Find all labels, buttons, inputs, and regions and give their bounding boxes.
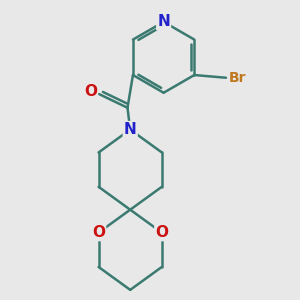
Text: N: N — [157, 14, 170, 29]
Text: O: O — [92, 225, 105, 240]
Text: O: O — [155, 225, 168, 240]
Text: O: O — [84, 84, 97, 99]
Text: Br: Br — [229, 71, 247, 85]
Text: N: N — [124, 122, 136, 137]
